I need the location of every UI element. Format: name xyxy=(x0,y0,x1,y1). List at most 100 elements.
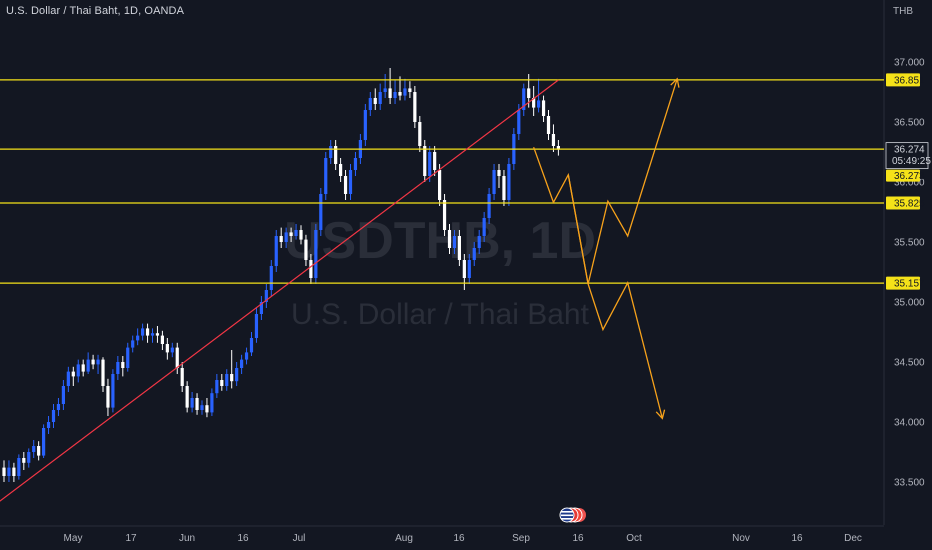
svg-text:36.851: 36.851 xyxy=(894,75,925,86)
time-axis[interactable]: May 17 Jun 16 Jul Aug 16 Sep 16 Oct Nov 16 Dec xyxy=(64,533,862,544)
candle xyxy=(502,170,506,206)
x-tick-label: May xyxy=(64,533,83,544)
candle xyxy=(116,356,120,380)
candle xyxy=(121,356,125,377)
candle xyxy=(230,350,234,389)
candle xyxy=(141,323,145,341)
price-axis[interactable]: 37.000 36.500 36.000 35.500 35.000 34.500 34.0… xyxy=(894,58,925,489)
price-tag: 35.825 xyxy=(886,196,925,210)
candle xyxy=(546,110,551,140)
candle xyxy=(244,347,249,365)
candle xyxy=(22,452,26,470)
y-tick-label: 36.000 xyxy=(894,178,925,189)
candle xyxy=(46,416,51,434)
candle xyxy=(215,374,219,398)
candle xyxy=(145,323,150,343)
events-flag-icon[interactable] xyxy=(559,507,586,523)
candle xyxy=(532,86,536,116)
candle xyxy=(383,74,387,98)
svg-text:36.274: 36.274 xyxy=(894,145,925,156)
candle xyxy=(175,342,179,374)
candle xyxy=(482,212,486,242)
candle xyxy=(101,357,105,392)
candle xyxy=(155,326,160,343)
x-tick-label: 16 xyxy=(453,533,465,544)
candle xyxy=(556,140,560,156)
candle xyxy=(71,366,75,386)
x-tick-label: Oct xyxy=(626,533,642,544)
candle xyxy=(225,369,229,391)
candle xyxy=(319,188,323,236)
candle xyxy=(240,354,244,374)
candle xyxy=(438,164,442,206)
candle xyxy=(388,68,392,104)
x-tick-label: 16 xyxy=(572,533,584,544)
candle xyxy=(86,352,90,374)
candle xyxy=(37,441,41,461)
candle xyxy=(61,380,65,410)
candle xyxy=(136,328,140,346)
candle xyxy=(339,158,343,182)
candle xyxy=(314,224,318,284)
candle xyxy=(190,392,194,413)
candle xyxy=(428,146,432,182)
trend-line[interactable] xyxy=(0,79,559,520)
candle xyxy=(403,78,407,101)
candle xyxy=(423,140,427,182)
candle xyxy=(343,170,348,200)
candle xyxy=(373,88,377,110)
y-tick-label: 34.500 xyxy=(894,358,925,369)
levels-layer xyxy=(0,79,884,284)
x-tick-label: 16 xyxy=(791,533,803,544)
candle xyxy=(165,338,169,360)
candle xyxy=(487,188,491,224)
svg-text:05:49:25: 05:49:25 xyxy=(892,156,931,167)
candle xyxy=(541,95,546,122)
chart-title: U.S. Dollar / Thai Baht, 1D, OANDA xyxy=(6,5,185,17)
candle xyxy=(507,158,511,206)
candle xyxy=(81,359,85,377)
candle xyxy=(408,81,412,98)
candle xyxy=(329,140,333,164)
candle xyxy=(66,366,70,392)
candle xyxy=(249,332,254,356)
candle xyxy=(2,460,6,482)
x-tick-label: 17 xyxy=(125,533,137,544)
price-tag: 36.273 xyxy=(886,169,925,182)
candle xyxy=(195,393,199,415)
candle xyxy=(42,424,46,458)
candle xyxy=(205,398,209,418)
y-tick-label: 35.500 xyxy=(894,238,925,249)
candle xyxy=(254,308,259,343)
candle xyxy=(413,86,417,128)
candle xyxy=(457,230,461,266)
candle xyxy=(284,227,288,248)
candle xyxy=(150,328,155,343)
x-tick-label: Jun xyxy=(179,533,195,544)
watermark-symbol: USDTHB, 1D xyxy=(284,212,596,270)
candle xyxy=(210,388,214,416)
candle xyxy=(309,254,313,284)
y-tick-label: 35.000 xyxy=(894,298,925,309)
candle xyxy=(304,234,308,266)
candle xyxy=(492,164,496,200)
y-tick-label: 33.500 xyxy=(894,478,925,489)
candle xyxy=(447,224,452,254)
candle xyxy=(56,398,61,416)
candle xyxy=(442,194,447,236)
projection-path[interactable] xyxy=(567,78,678,285)
candle xyxy=(259,296,263,320)
candle xyxy=(393,80,397,104)
candle xyxy=(269,260,273,296)
candle xyxy=(467,254,471,284)
candle xyxy=(363,104,367,146)
candle xyxy=(324,152,328,200)
candle xyxy=(264,284,268,308)
candle xyxy=(7,460,11,482)
candle xyxy=(418,116,422,152)
candle xyxy=(433,146,437,176)
candle xyxy=(274,230,278,272)
